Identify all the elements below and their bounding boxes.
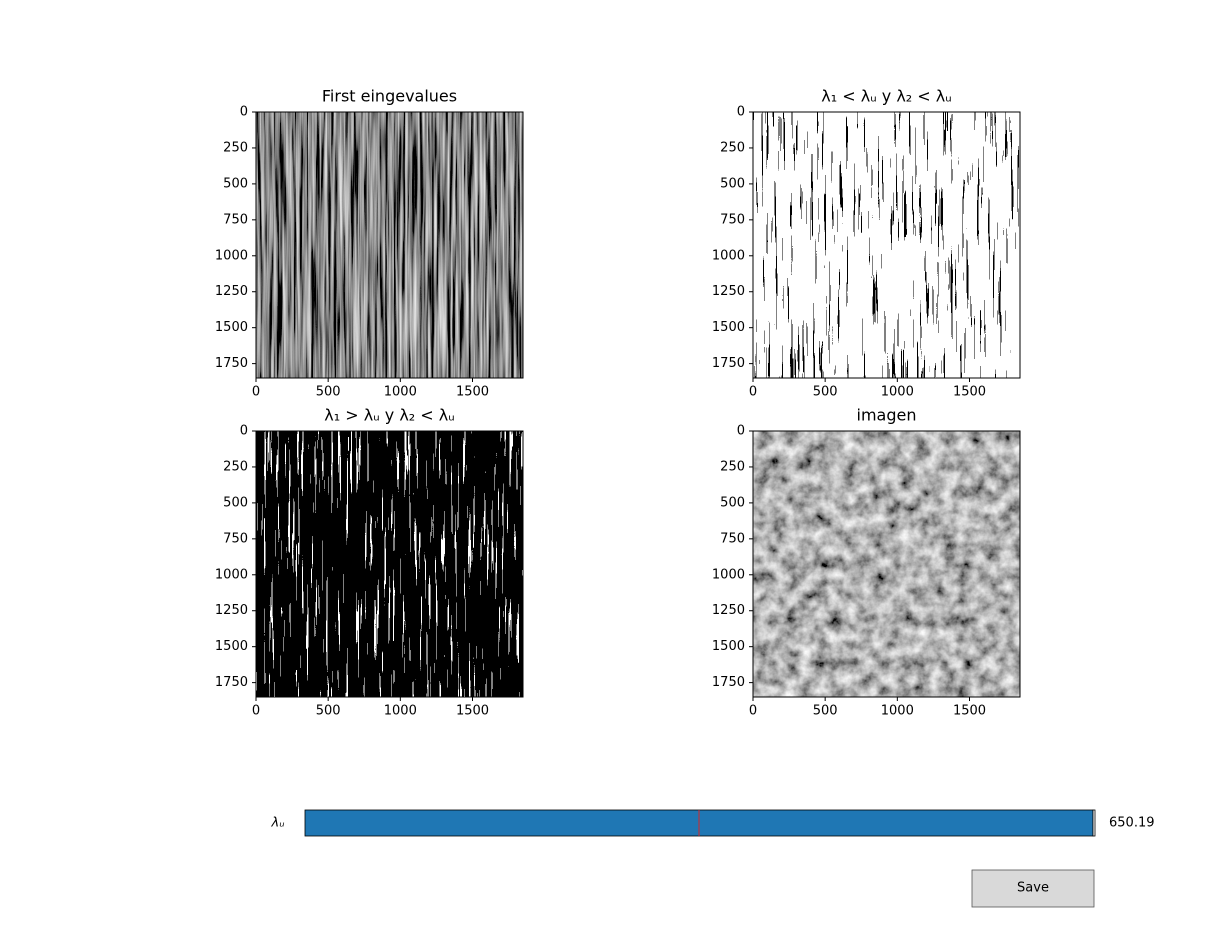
y-tick-label: 1500: [712, 320, 745, 335]
image: [256, 112, 523, 378]
y-tick-label: 1750: [712, 675, 745, 690]
x-tick-label: 500: [316, 385, 341, 400]
axes-frame: [752, 430, 1021, 698]
axes-frame: [752, 111, 1021, 379]
x-tick-label: 500: [813, 704, 838, 719]
image: [753, 112, 1020, 378]
axes-title: imagen: [857, 406, 917, 425]
y-tick-label: 1500: [215, 639, 248, 654]
axes-frame: [255, 111, 524, 379]
y-tick-label: 1750: [215, 356, 248, 371]
y-tick-label: 1250: [215, 603, 248, 618]
y-tick-label: 0: [737, 424, 745, 439]
y-tick-label: 500: [223, 176, 248, 191]
x-tick-label: 1500: [456, 704, 489, 719]
x-tick-label: 1000: [384, 704, 417, 719]
axes-title: First eingevalues: [322, 87, 457, 106]
y-tick-label: 0: [240, 105, 248, 120]
y-tick-label: 250: [720, 140, 745, 155]
y-tick-label: 1250: [215, 284, 248, 299]
y-tick-label: 1500: [215, 320, 248, 335]
y-tick-label: 750: [720, 212, 745, 227]
axes-title: λ₁ > λᵤ y λ₂ < λᵤ: [324, 406, 454, 425]
y-tick-label: 500: [223, 495, 248, 510]
image: [256, 431, 523, 697]
y-tick-label: 0: [240, 424, 248, 439]
y-tick-label: 1000: [215, 567, 248, 582]
y-tick-label: 250: [223, 140, 248, 155]
y-tick-label: 1750: [712, 356, 745, 371]
y-tick-label: 1250: [712, 603, 745, 618]
save-button[interactable]: Save: [971, 869, 1095, 908]
y-tick-label: 1750: [215, 675, 248, 690]
y-tick-label: 250: [223, 459, 248, 474]
x-tick-label: 0: [252, 385, 260, 400]
x-tick-label: 1000: [881, 385, 914, 400]
x-tick-label: 0: [749, 385, 757, 400]
y-tick-label: 500: [720, 495, 745, 510]
y-tick-label: 750: [223, 212, 248, 227]
slider-label: λᵤ: [271, 816, 285, 831]
y-tick-label: 1000: [215, 248, 248, 263]
button-face[interactable]: [971, 869, 1095, 908]
x-tick-label: 1000: [881, 704, 914, 719]
axes-frame: [255, 430, 524, 698]
y-tick-label: 250: [720, 459, 745, 474]
x-tick-label: 1000: [384, 385, 417, 400]
y-tick-label: 1250: [712, 284, 745, 299]
button-label[interactable]: Save: [1017, 881, 1049, 896]
slider-value: 650.19: [1109, 816, 1155, 831]
y-tick-label: 500: [720, 176, 745, 191]
y-tick-label: 0: [737, 105, 745, 120]
y-tick-label: 1500: [712, 639, 745, 654]
x-tick-label: 500: [813, 385, 838, 400]
x-tick-label: 1500: [456, 385, 489, 400]
x-tick-label: 500: [316, 704, 341, 719]
y-tick-label: 750: [223, 531, 248, 546]
axes-title: λ₁ < λᵤ y λ₂ < λᵤ: [821, 87, 951, 106]
x-tick-label: 0: [749, 704, 757, 719]
y-tick-label: 750: [720, 531, 745, 546]
x-tick-label: 1500: [953, 704, 986, 719]
y-tick-label: 1000: [712, 248, 745, 263]
slider[interactable]: λᵤ 650.19: [271, 809, 1155, 837]
x-tick-label: 0: [252, 704, 260, 719]
slider-handle[interactable]: [1092, 809, 1096, 837]
x-tick-label: 1500: [953, 385, 986, 400]
image: [753, 431, 1020, 697]
y-tick-label: 1000: [712, 567, 745, 582]
